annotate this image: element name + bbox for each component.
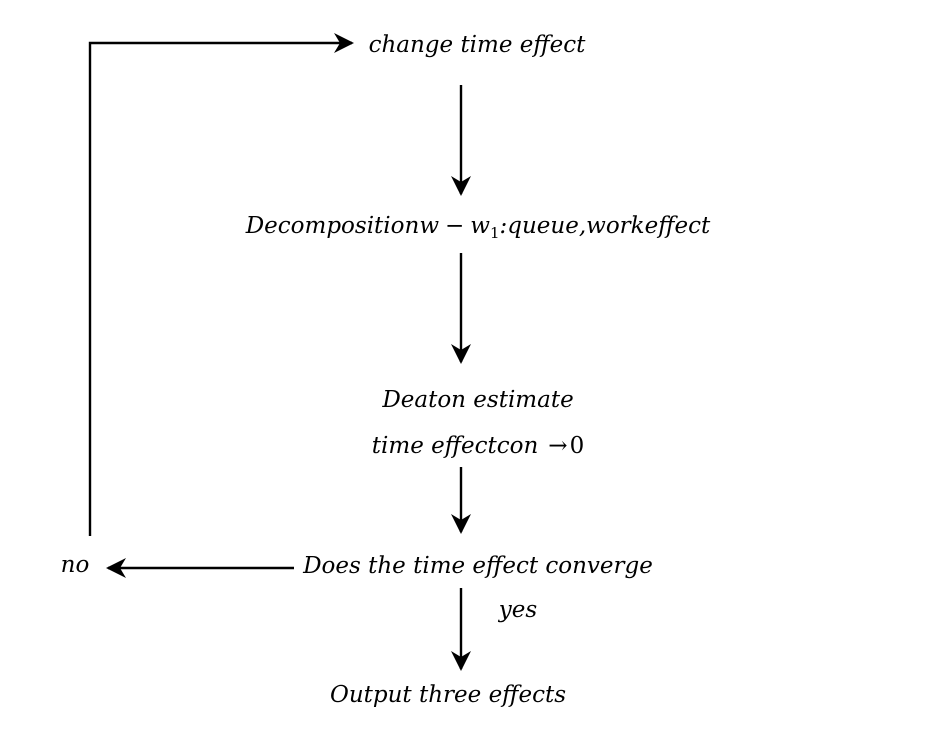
edge-label-no: no xyxy=(61,552,90,578)
time-effect-con-text: time effectcon xyxy=(372,433,539,459)
node-deaton-estimate: Deaton estimate xyxy=(381,387,573,413)
node-change-time-effect: change time effect xyxy=(369,32,587,58)
time-effect-arrow: → xyxy=(548,433,567,459)
feedback-loop-edge xyxy=(88,33,354,536)
decomposition-w: w xyxy=(470,213,490,239)
node-output-three-effects: Output three effects xyxy=(330,682,566,708)
node-does-converge: Does the time effect converge xyxy=(302,553,653,579)
node-time-effect-con: time effectcon →0 xyxy=(372,433,584,459)
decomposition-subscript: 1 xyxy=(490,224,500,242)
decomposition-suffix: :queue,workeffect xyxy=(500,213,711,239)
time-effect-zero: 0 xyxy=(570,433,585,459)
edge-label-yes: yes xyxy=(498,597,538,623)
decomposition-prefix: Decompositionw xyxy=(245,213,440,239)
node-decomposition: Decompositionw − w1:queue,workeffect xyxy=(245,213,711,242)
decomposition-minus: − xyxy=(445,213,464,239)
